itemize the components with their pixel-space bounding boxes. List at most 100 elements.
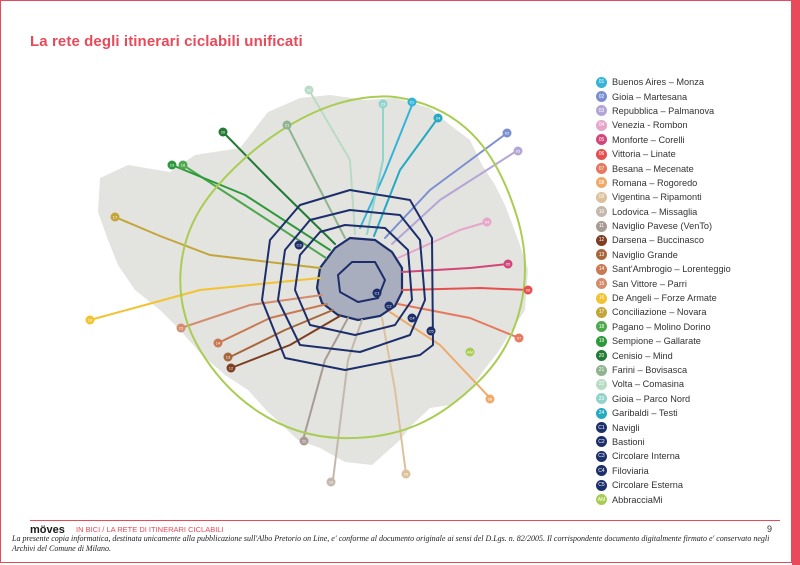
map-badge-label: 11	[302, 439, 307, 444]
page-title: La rete degli itinerari ciclabili unific…	[30, 33, 303, 50]
legend-badge: 01	[596, 76, 607, 88]
map-badge-label: 20	[221, 130, 226, 135]
map-badge-C2: C2	[384, 301, 394, 311]
map-badge-label: C5	[428, 329, 434, 334]
map-badge-C5: C5	[426, 326, 436, 336]
legend-label: Buenos Aires – Monza	[612, 77, 704, 88]
legend-item: 03 Repubblica – Palmanova	[596, 104, 786, 118]
legend-badge: 19	[596, 335, 607, 347]
accent-bar	[792, 0, 800, 565]
legend-item: 10 Lodovica – Missaglia	[596, 205, 786, 219]
legend-badge: 20	[596, 350, 607, 362]
map-badge-label: 08	[488, 397, 493, 402]
map-badge-label: AM	[467, 350, 473, 355]
map-badge-label: C4	[409, 316, 415, 321]
legend-label: Navigli	[612, 422, 640, 433]
ring-C1	[337, 261, 386, 303]
legend-item: 01 Buenos Aires – Monza	[596, 75, 786, 89]
map-badge-08: 08	[485, 394, 495, 404]
map-badge-label: 19	[170, 163, 175, 168]
cycling-network-map: 01 02 03 04 05 06 07 08 09 10 11 12 13 14 15 16 17 18 19 20…	[85, 85, 533, 487]
legend-badge: 02	[596, 91, 607, 103]
route-04	[397, 221, 488, 259]
map-badge-21: 21	[282, 120, 292, 130]
legend-label: Naviglio Grande	[612, 249, 678, 260]
legend-badge: 03	[596, 105, 607, 117]
legend-label: Besana – Mecenate	[612, 163, 694, 174]
map-badge-label: 17	[113, 215, 118, 220]
map-badge-C3: C3	[294, 240, 304, 250]
map-badge-15: 15	[176, 323, 186, 333]
route-10	[332, 319, 363, 481]
legend-item: 21 Farini – Bovisasca	[596, 363, 786, 377]
legend-badge: C3	[596, 450, 607, 462]
map-badge-label: 24	[436, 116, 441, 121]
legal-disclaimer: La presente copia informatica, destinata…	[12, 534, 770, 553]
route-13	[227, 309, 334, 359]
legend-badge: 06	[596, 148, 607, 160]
legend-badge: 14	[596, 263, 607, 275]
map-badge-label: 22	[307, 88, 312, 93]
legend-item: 06 Vittoria – Linate	[596, 147, 786, 161]
map-badge-17: 17	[110, 212, 120, 222]
legend-item: C4 Filoviaria	[596, 464, 786, 478]
legend-badge: 04	[596, 119, 607, 131]
map-badge-label: 03	[516, 149, 521, 154]
map-badge-C4: C4	[407, 313, 417, 323]
route-08	[389, 311, 491, 399]
legend: 01 Buenos Aires – Monza 02 Gioia – Martesan…	[596, 75, 786, 507]
legend-item: C1 Navigli	[596, 420, 786, 434]
legend-item: AM AbbracciaMi	[596, 492, 786, 506]
legend-badge: C4	[596, 465, 607, 477]
page-number: 9	[767, 524, 773, 534]
legend-label: Circolare Interna	[612, 451, 680, 462]
legend-item: 24 Garibaldi – Testi	[596, 406, 786, 420]
map-badge-label: C1	[374, 291, 380, 296]
map-badge-10: 10	[326, 477, 336, 487]
legend-label: Sant'Ambrogio – Lorenteggio	[612, 264, 731, 275]
map-badge-18: 18	[178, 160, 188, 170]
legend-item: 14 Sant'Ambrogio – Lorenteggio	[596, 262, 786, 276]
legend-label: Repubblica – Palmanova	[612, 105, 715, 116]
legend-badge: 10	[596, 206, 607, 218]
legend-label: Monforte – Corelli	[612, 134, 685, 145]
legend-label: Vigentina – Ripamonti	[612, 192, 702, 203]
legend-item: 04 Venezia - Rombon	[596, 118, 786, 132]
legend-badge: 11	[596, 220, 607, 232]
route-21	[286, 124, 346, 239]
legend-item: 07 Besana – Mecenate	[596, 161, 786, 175]
map-badge-09: 09	[401, 469, 411, 479]
legend-label: Filoviaria	[612, 465, 649, 476]
route-03	[391, 149, 519, 245]
map-badge-label: 09	[404, 472, 409, 477]
legend-badge: 07	[596, 163, 607, 175]
legend-label: Vittoria – Linate	[612, 149, 676, 160]
legend-badge: 21	[596, 364, 607, 376]
legend-badge: 13	[596, 249, 607, 261]
legend-label: Sempione – Gallarate	[612, 336, 701, 347]
legend-badge: 15	[596, 278, 607, 290]
footer-section-label: IN BICI / LA RETE DI ITINERARI CICLABILI	[76, 525, 224, 534]
legend-badge: 23	[596, 393, 607, 405]
legend-item: 11 Naviglio Pavese (VenTo)	[596, 219, 786, 233]
map-badge-13: 13	[223, 352, 233, 362]
legend-label: AbbracciaMi	[612, 494, 663, 505]
legend-label: Venezia - Rombon	[612, 120, 688, 131]
legend-label: Bastioni	[612, 436, 645, 447]
ring-AM	[179, 95, 526, 440]
map-badge-label: 12	[229, 366, 234, 371]
route-02	[384, 132, 508, 239]
legend-label: De Angeli – Forze Armate	[612, 293, 717, 304]
legend-label: Volta – Comasina	[612, 379, 685, 390]
legend-badge: 09	[596, 191, 607, 203]
route-19	[171, 164, 331, 251]
legend-item: C3 Circolare Interna	[596, 449, 786, 463]
legend-item: 12 Darsena – Buccinasco	[596, 233, 786, 247]
ring-C3	[294, 224, 413, 336]
map-badge-label: 21	[285, 123, 290, 128]
map-badge-label: 01	[410, 100, 415, 105]
legend-badge: 24	[596, 407, 607, 419]
legend-label: Romana – Rogoredo	[612, 177, 698, 188]
map-badge-11: 11	[299, 436, 309, 446]
route-01	[359, 104, 413, 229]
